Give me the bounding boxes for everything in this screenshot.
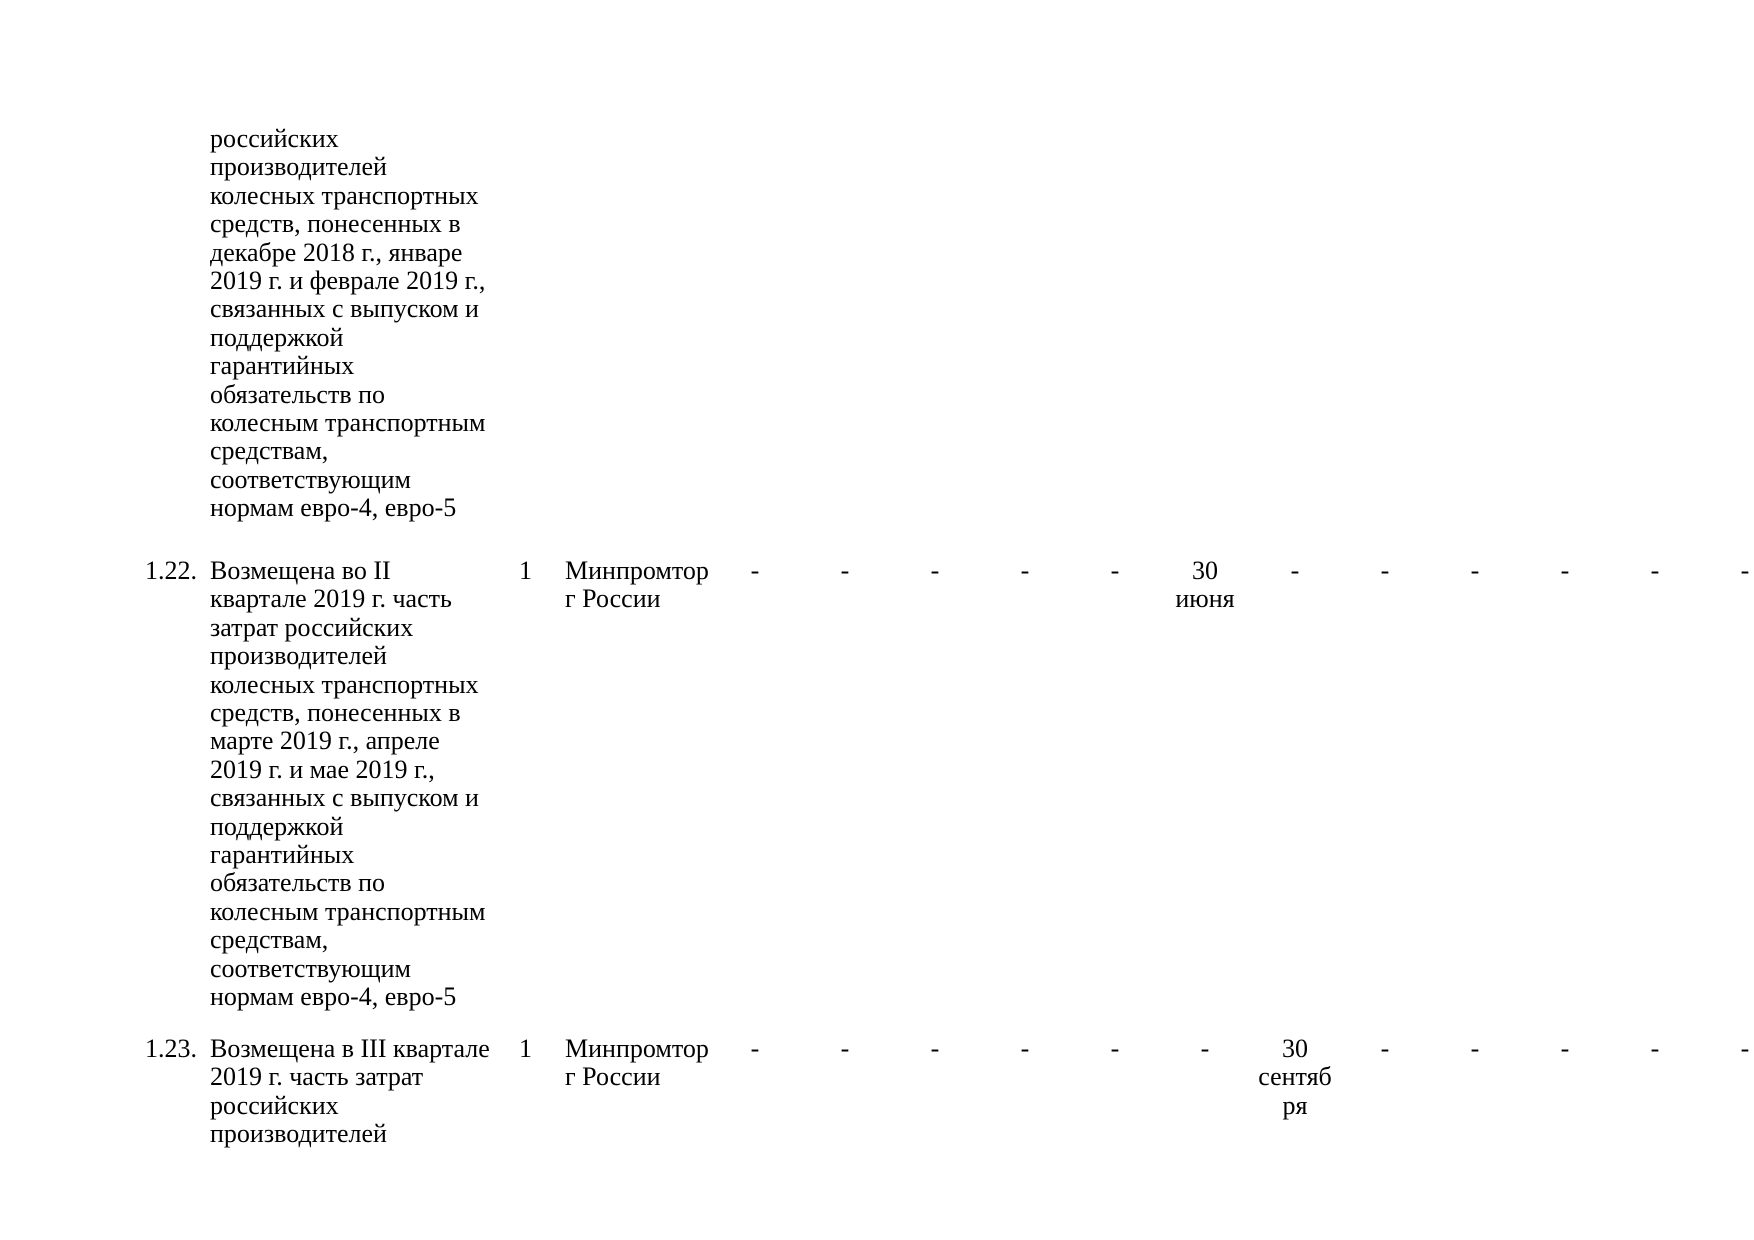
period-cell: -: [1380, 556, 1390, 585]
row-number: 1.22.: [145, 556, 197, 585]
period-cell: -: [1470, 1034, 1480, 1063]
period-cell: -: [1560, 1034, 1570, 1063]
deadline-date: 30 июня: [1175, 556, 1235, 614]
period-cell: -: [1380, 1034, 1390, 1063]
period-cell: -: [1200, 1034, 1210, 1063]
period-cell: -: [930, 1034, 940, 1063]
measure-description: российских производителей колесных транс…: [210, 124, 486, 523]
period-cell: -: [930, 556, 940, 585]
period-cell: -: [1110, 1034, 1120, 1063]
period-cell: -: [750, 556, 760, 585]
period-cell: -: [840, 1034, 850, 1063]
period-cell: -: [1290, 556, 1300, 585]
table-row: 1.23. Возмещена в III квартале 2019 г. ч…: [0, 1034, 1754, 1149]
measure-description: Возмещена во II квартале 2019 г. часть з…: [210, 556, 486, 1012]
responsible-ministry: Минпромтор г России: [565, 556, 709, 614]
period-cell: -: [1020, 556, 1030, 585]
period-cell: -: [1740, 556, 1750, 585]
period-cell: -: [1650, 556, 1660, 585]
quantity-value: 1: [519, 1034, 532, 1063]
period-cell: -: [1020, 1034, 1030, 1063]
table-row: российских производителей колесных транс…: [0, 124, 1754, 523]
period-cell: -: [1470, 556, 1480, 585]
deadline-date: 30 сентяб ря: [1258, 1034, 1332, 1120]
table-row: 1.22. Возмещена во II квартале 2019 г. ч…: [0, 556, 1754, 1012]
quantity-value: 1: [519, 556, 532, 585]
row-number: 1.23.: [145, 1034, 197, 1063]
period-cell: -: [1560, 556, 1570, 585]
period-cell: -: [1650, 1034, 1660, 1063]
period-cell: -: [1740, 1034, 1750, 1063]
measure-description: Возмещена в III квартале 2019 г. часть з…: [210, 1034, 490, 1149]
period-cell: -: [1110, 556, 1120, 585]
responsible-ministry: Минпромтор г России: [565, 1034, 709, 1092]
period-cell: -: [840, 556, 850, 585]
period-cell: -: [750, 1034, 760, 1063]
